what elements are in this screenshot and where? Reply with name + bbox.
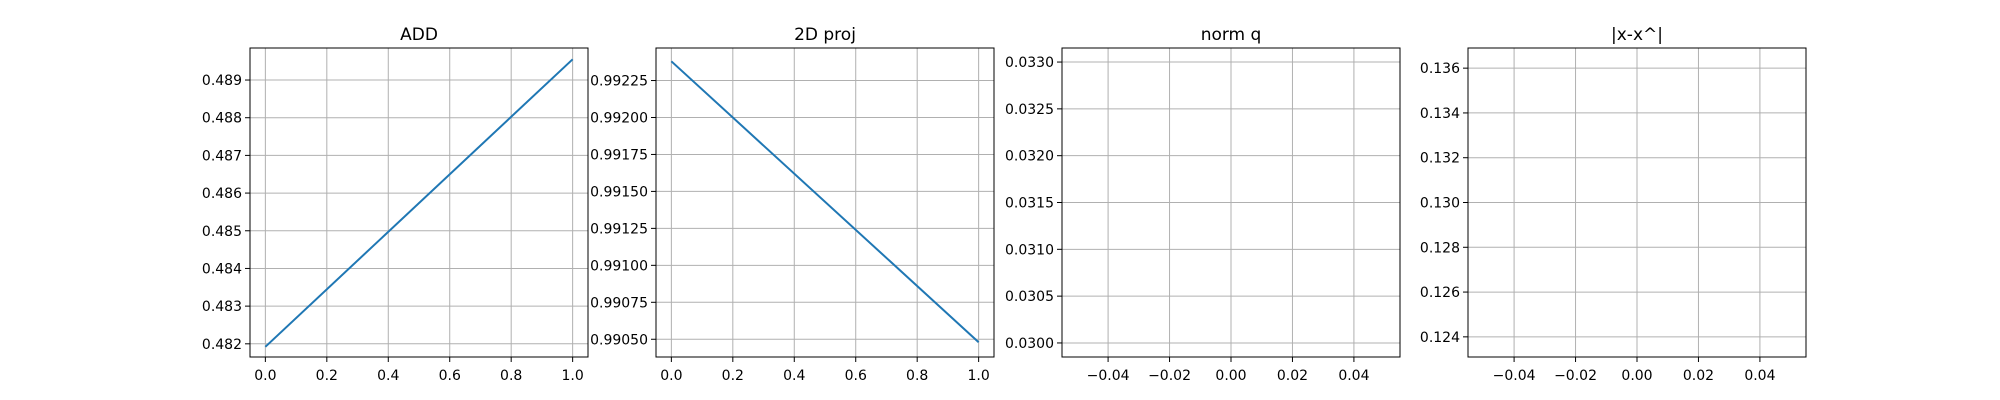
y-tick-label: 0.0325	[1005, 102, 1054, 118]
y-tick-label: 0.99175	[590, 147, 648, 163]
y-tick-label: 0.482	[202, 337, 242, 353]
y-tick-label: 0.0330	[1005, 55, 1054, 71]
y-tick-label: 0.485	[202, 224, 242, 240]
y-tick-label: 0.128	[1420, 240, 1460, 256]
subplot-3: −0.04 −0.02 0.00 0.02 0.04 0.0300 0.0305 0.0310…	[1005, 25, 1401, 384]
x-tick-label: 0.6	[845, 368, 867, 384]
x-tick-label: −0.04	[1493, 368, 1536, 384]
x-tick-label: 0.4	[783, 368, 805, 384]
x-tick-label: 0.2	[316, 368, 338, 384]
subplot-4: −0.04 −0.02 0.00 0.02 0.04 0.124 0.126 0.128 0.1…	[1420, 25, 1807, 384]
y-tick-label: 0.0300	[1005, 336, 1054, 352]
axes-frame	[655, 47, 995, 358]
x-tick-label: 1.0	[968, 368, 990, 384]
y-tick-label: 0.0310	[1005, 242, 1054, 258]
subplot-title: norm q	[1201, 25, 1262, 45]
x-tick-label: 0.8	[906, 368, 928, 384]
x-tick-label: 0.0	[254, 368, 276, 384]
y-tick-label: 0.486	[202, 186, 242, 202]
x-tick-label: −0.04	[1087, 368, 1130, 384]
y-tick-label: 0.130	[1420, 196, 1460, 212]
x-tick-label: 0.0	[660, 368, 682, 384]
y-tick-label: 0.484	[202, 261, 242, 277]
y-tick-label: 0.99125	[590, 221, 648, 237]
y-tick-label: 0.99050	[590, 332, 648, 348]
y-tick-label: 0.0305	[1005, 289, 1054, 305]
y-tick-label: 0.99150	[590, 184, 648, 200]
y-tick-label: 0.99225	[590, 74, 648, 90]
x-tick-label: −0.02	[1554, 368, 1597, 384]
x-tick-label: 0.6	[439, 368, 461, 384]
x-tick-label: 0.00	[1621, 368, 1652, 384]
subplot-title: ADD	[400, 25, 438, 45]
subplot-2: 0.0 0.2 0.4 0.6 0.8 1.0 0.99050 0.99075 0.99100 0…	[590, 25, 995, 384]
y-tick-label: 0.488	[202, 111, 242, 127]
x-tick-label: 0.8	[500, 368, 522, 384]
y-tick-label: 0.99075	[590, 295, 648, 311]
subplot-title: |x-x^|	[1611, 25, 1663, 45]
x-tick-label: −0.02	[1148, 368, 1191, 384]
y-tick-label: 0.99200	[590, 110, 648, 126]
y-tick-label: 0.134	[1420, 106, 1460, 122]
axes-frame	[249, 47, 589, 358]
series-line	[670, 60, 980, 343]
y-tick-label: 0.0320	[1005, 149, 1054, 165]
y-tick-label: 0.126	[1420, 285, 1460, 301]
y-tick-label: 0.0315	[1005, 196, 1054, 212]
x-tick-label: 0.04	[1338, 368, 1369, 384]
y-tick-label: 0.136	[1420, 61, 1460, 77]
y-tick-label: 0.124	[1420, 330, 1460, 346]
x-tick-label: 0.04	[1744, 368, 1775, 384]
subplot-title: 2D proj	[794, 25, 856, 45]
y-tick-label: 0.483	[202, 299, 242, 315]
x-tick-label: 0.4	[377, 368, 399, 384]
x-tick-label: 0.02	[1277, 368, 1308, 384]
x-tick-label: 0.2	[722, 368, 744, 384]
y-tick-label: 0.487	[202, 148, 242, 164]
x-tick-label: 1.0	[562, 368, 584, 384]
y-tick-label: 0.99100	[590, 258, 648, 274]
x-tick-label: 0.00	[1215, 368, 1246, 384]
y-tick-label: 0.132	[1420, 151, 1460, 167]
subplot-1: 0.0 0.2 0.4 0.6 0.8 1.0 0.482 0.483 0.484 0.485 0.…	[202, 25, 589, 384]
x-tick-label: 0.02	[1683, 368, 1714, 384]
series-line	[264, 58, 574, 348]
y-tick-label: 0.489	[202, 73, 242, 89]
